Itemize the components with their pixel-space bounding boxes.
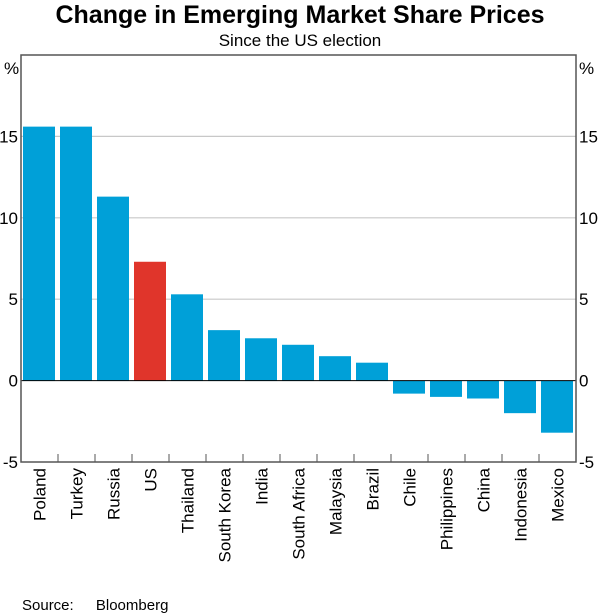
x-tick-label: Poland <box>31 468 50 521</box>
bar-turkey <box>60 126 92 381</box>
source-note: Source: Bloomberg <box>22 597 186 615</box>
x-tick-label: Philippines <box>438 468 457 550</box>
y-tick-label-right: 15 <box>579 127 598 146</box>
bar-russia <box>97 196 129 381</box>
source-label: Source: <box>22 597 74 614</box>
y-tick-label-left: -5 <box>3 453 18 472</box>
y-tick-label-right: 0 <box>579 372 588 391</box>
x-tick-label: South Africa <box>290 467 309 559</box>
y-tick-label-right: -5 <box>579 453 594 472</box>
bar-malaysia <box>319 356 351 381</box>
x-tick-label: Thailand <box>179 468 198 533</box>
bar-us <box>134 261 166 381</box>
x-tick-label: China <box>475 467 494 512</box>
x-tick-label: Chile <box>401 468 420 507</box>
bar-china <box>467 380 499 399</box>
chart-title: Change in Emerging Market Share Prices <box>55 1 545 29</box>
x-tick-label: Indonesia <box>512 467 531 541</box>
y-tick-label-left: 5 <box>9 290 18 309</box>
y-tick-label-right: 5 <box>579 290 588 309</box>
x-tick-label: India <box>253 467 272 504</box>
bar-mexico <box>541 380 573 433</box>
bar-thailand <box>171 294 203 381</box>
bar-philippines <box>430 380 462 397</box>
bar-south-korea <box>208 330 240 381</box>
bar-chile <box>393 380 425 394</box>
chart-subtitle: Since the US election <box>218 31 382 50</box>
bar-poland <box>23 126 55 381</box>
x-tick-label: Brazil <box>364 468 383 511</box>
source-value: Bloomberg <box>95 597 169 614</box>
x-tick-label: US <box>142 468 161 492</box>
plot-frame <box>20 54 577 463</box>
x-tick-label: Mexico <box>549 468 568 522</box>
y-tick-label-left: 15 <box>0 127 18 146</box>
y-tick-label-right: 10 <box>579 209 598 228</box>
x-tick-label: Russia <box>105 467 124 520</box>
y-unit-left: % <box>4 59 19 78</box>
y-unit-right: % <box>579 59 594 78</box>
bar-indonesia <box>504 380 536 414</box>
bar-india <box>245 338 277 381</box>
axes: -5 -5 0 0 5 5 10 10 15 15 Poland Turkey Russia US Thai… <box>0 54 598 563</box>
x-tick-label: Malaysia <box>327 467 346 535</box>
y-tick-label-left: 10 <box>0 209 18 228</box>
bars <box>23 126 573 433</box>
bar-south-africa <box>282 344 314 381</box>
bar-brazil <box>356 362 388 381</box>
x-tick-label: Turkey <box>68 468 87 520</box>
x-tick-label: South Korea <box>216 467 235 562</box>
y-tick-label-left: 0 <box>9 372 18 391</box>
